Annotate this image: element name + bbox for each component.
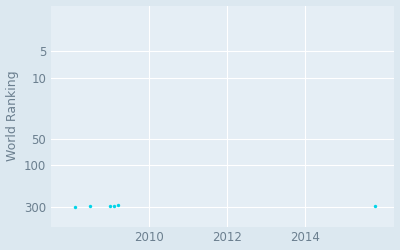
Point [372,204,378,208]
Point [114,204,121,208]
Point [87,204,94,208]
Point [106,204,113,208]
Y-axis label: World Ranking: World Ranking [6,71,18,162]
Point [72,205,78,209]
Point [110,204,117,208]
